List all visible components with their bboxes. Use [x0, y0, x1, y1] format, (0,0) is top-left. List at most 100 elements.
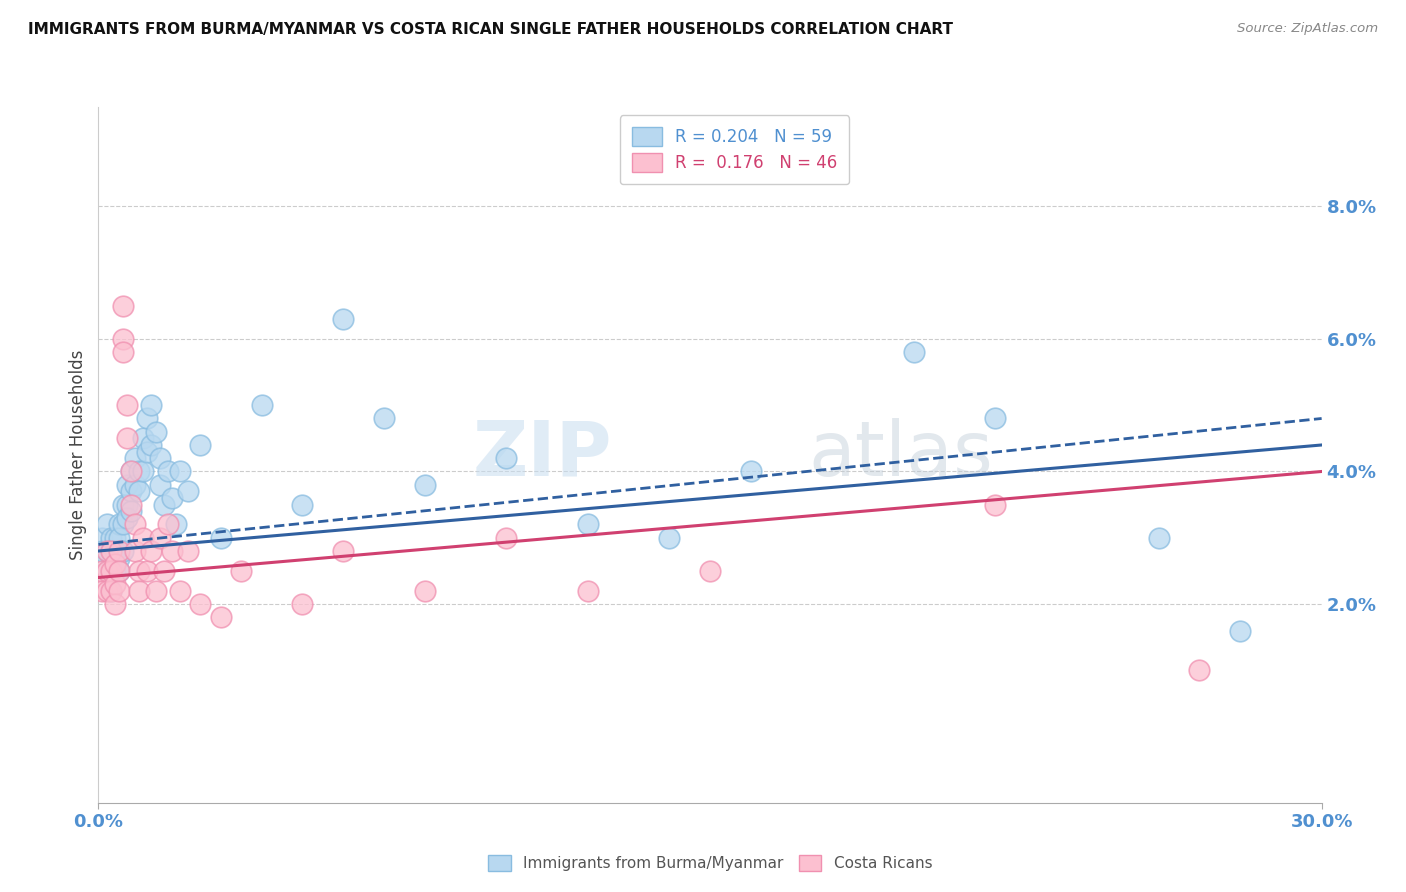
Point	[231, 564, 253, 578]
Point	[100, 531, 122, 545]
Point	[96, 544, 118, 558]
Point	[108, 531, 131, 545]
Point	[149, 477, 172, 491]
Point	[104, 564, 127, 578]
Point	[177, 484, 200, 499]
Point	[104, 597, 127, 611]
Point	[108, 564, 131, 578]
Point	[152, 564, 174, 578]
Point	[169, 465, 191, 479]
Point	[149, 451, 172, 466]
Point	[160, 491, 183, 505]
Point	[152, 498, 174, 512]
Point	[120, 465, 142, 479]
Point	[128, 465, 150, 479]
Point	[132, 431, 155, 445]
Point	[108, 564, 131, 578]
Point	[1147, 531, 1170, 545]
Point	[250, 398, 273, 412]
Point	[141, 438, 163, 452]
Point	[1229, 624, 1251, 638]
Y-axis label: Single Father Households: Single Father Households	[69, 350, 87, 560]
Point	[1188, 663, 1211, 677]
Text: atlas: atlas	[808, 418, 993, 491]
Point	[124, 477, 146, 491]
Point	[100, 544, 122, 558]
Point	[136, 411, 159, 425]
Point	[188, 438, 212, 452]
Point	[111, 345, 134, 359]
Point	[156, 517, 179, 532]
Text: ZIP: ZIP	[472, 418, 612, 491]
Point	[91, 544, 114, 558]
Point	[373, 411, 395, 425]
Point	[984, 411, 1007, 425]
Point	[160, 544, 183, 558]
Point	[120, 498, 142, 512]
Point	[128, 583, 150, 598]
Point	[91, 531, 114, 545]
Point	[145, 425, 167, 439]
Point	[141, 544, 163, 558]
Point	[108, 517, 131, 532]
Point	[332, 544, 354, 558]
Point	[91, 564, 114, 578]
Point	[132, 531, 155, 545]
Point	[100, 583, 122, 598]
Point	[100, 544, 122, 558]
Point	[100, 583, 122, 598]
Point	[124, 517, 146, 532]
Point	[111, 498, 134, 512]
Point	[413, 583, 436, 598]
Point	[104, 577, 127, 591]
Point	[96, 564, 118, 578]
Point	[100, 564, 122, 578]
Point	[96, 583, 118, 598]
Point	[128, 484, 150, 499]
Point	[120, 465, 142, 479]
Point	[136, 444, 159, 458]
Point	[108, 583, 131, 598]
Point	[108, 550, 131, 565]
Point	[495, 451, 517, 466]
Point	[115, 498, 138, 512]
Point	[104, 544, 127, 558]
Point	[495, 531, 517, 545]
Point	[145, 583, 167, 598]
Point	[136, 564, 159, 578]
Point	[903, 345, 925, 359]
Point	[188, 597, 212, 611]
Text: IMMIGRANTS FROM BURMA/MYANMAR VS COSTA RICAN SINGLE FATHER HOUSEHOLDS CORRELATIO: IMMIGRANTS FROM BURMA/MYANMAR VS COSTA R…	[28, 22, 953, 37]
Point	[111, 299, 134, 313]
Point	[120, 484, 142, 499]
Point	[413, 477, 436, 491]
Point	[156, 465, 179, 479]
Point	[291, 498, 314, 512]
Point	[658, 531, 681, 545]
Point	[124, 451, 146, 466]
Point	[128, 564, 150, 578]
Point	[96, 544, 118, 558]
Point	[291, 597, 314, 611]
Point	[111, 332, 134, 346]
Text: Source: ZipAtlas.com: Source: ZipAtlas.com	[1237, 22, 1378, 36]
Point	[115, 398, 138, 412]
Point	[100, 564, 122, 578]
Point	[177, 544, 200, 558]
Point	[141, 398, 163, 412]
Point	[740, 465, 762, 479]
Point	[104, 558, 127, 572]
Point	[209, 531, 232, 545]
Point	[165, 517, 187, 532]
Point	[115, 511, 138, 525]
Point	[104, 531, 127, 545]
Point	[576, 517, 599, 532]
Point	[91, 583, 114, 598]
Legend: Immigrants from Burma/Myanmar, Costa Ricans: Immigrants from Burma/Myanmar, Costa Ric…	[479, 847, 941, 879]
Point	[120, 504, 142, 518]
Point	[576, 583, 599, 598]
Point	[96, 564, 118, 578]
Point	[96, 517, 118, 532]
Point	[111, 544, 134, 558]
Point	[115, 477, 138, 491]
